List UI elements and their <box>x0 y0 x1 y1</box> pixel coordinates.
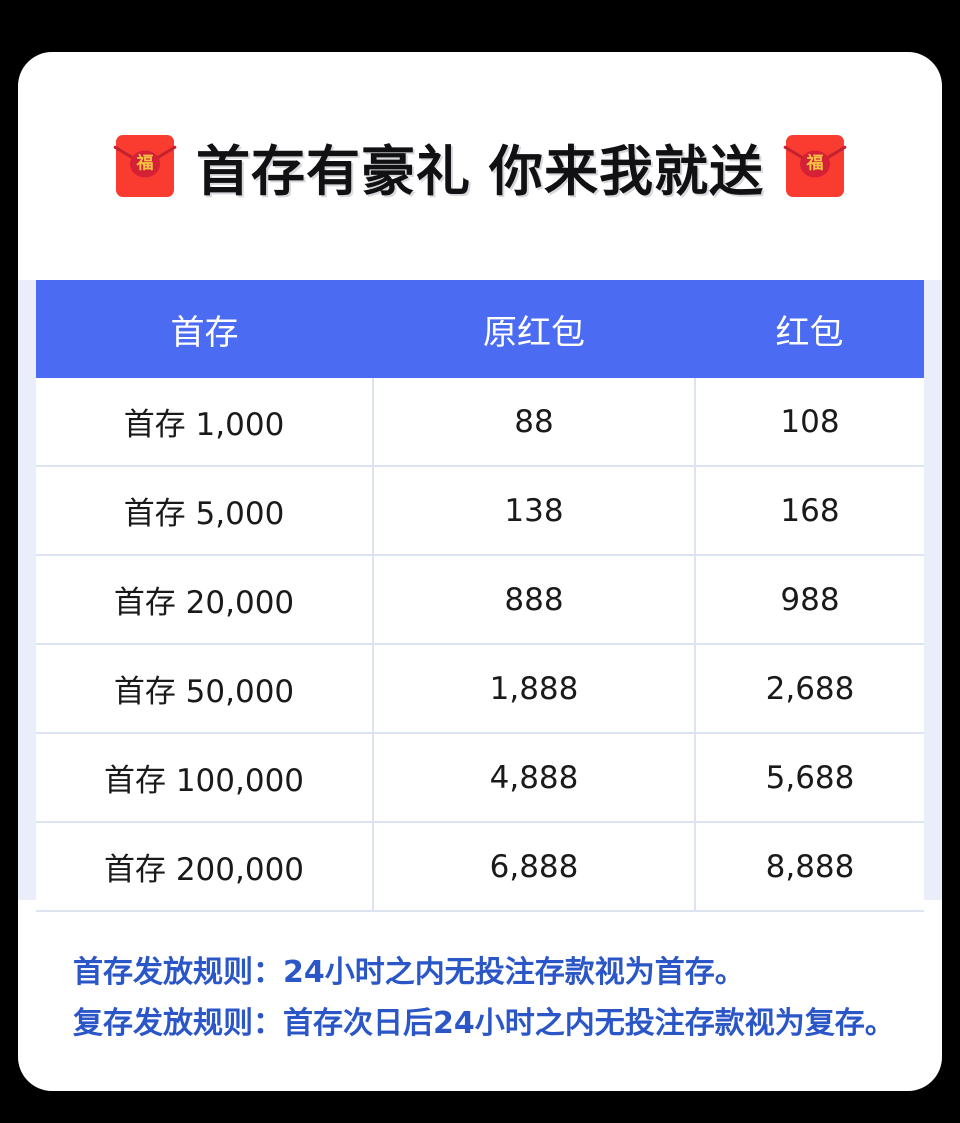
table-row: 首存 1,000 88 108 <box>36 378 924 467</box>
red-envelope-icon-left: 福 <box>113 135 177 197</box>
table-gutter-right <box>924 280 942 900</box>
table-header-row: 首存 原红包 红包 <box>36 280 924 378</box>
envelope-seal: 福 <box>130 150 160 178</box>
reward-table-head: 首存 原红包 红包 <box>36 280 924 378</box>
table-row: 首存 20,000 888 988 <box>36 555 924 645</box>
deposit-cell: 首存 100,000 <box>36 733 374 823</box>
deposit-cell: 首存 1,000 <box>36 378 374 467</box>
envelope-fu-character: 福 <box>806 153 824 174</box>
deposit-cell: 首存 5,000 <box>36 466 374 556</box>
deposit-cell: 首存 50,000 <box>36 644 374 734</box>
original-bonus-cell: 4,888 <box>373 733 696 823</box>
reward-table: 首存 原红包 红包 首存 1,000 88 108 首存 5,000 138 168 首存 … <box>36 280 924 912</box>
column-header-deposit: 首存 <box>36 280 373 378</box>
original-bonus-cell: 6,888 <box>373 822 696 912</box>
column-header-bonus: 红包 <box>695 280 924 378</box>
promo-footer: 首存发放规则：24小时之内无投注存款视为首存。 复存发放规则：首存次日后24小时… <box>73 950 903 1051</box>
envelope-fu-character: 福 <box>136 153 154 174</box>
promo-header: 福 首存有豪礼 你来我就送 福 <box>18 52 942 280</box>
page-title-part-2: 你来我就送 <box>489 139 764 203</box>
page-title: 首存有豪礼 你来我就送 <box>196 127 764 206</box>
page-title-part-1: 首存有豪礼 <box>196 139 471 203</box>
rule-repeat-deposit: 复存发放规则：首存次日后24小时之内无投注存款视为复存。 <box>73 1005 895 1041</box>
red-envelope-icon-right: 福 <box>783 135 847 197</box>
bonus-cell: 8,888 <box>695 822 924 912</box>
table-row: 首存 200,000 6,888 8,888 <box>36 822 924 912</box>
table-gutter-left <box>18 280 36 900</box>
envelope-seal: 福 <box>800 150 830 178</box>
deposit-cell: 首存 200,000 <box>36 822 374 912</box>
deposit-cell: 首存 20,000 <box>36 555 374 645</box>
bonus-cell: 168 <box>695 466 924 556</box>
original-bonus-cell: 138 <box>373 466 696 556</box>
original-bonus-cell: 1,888 <box>373 644 696 734</box>
original-bonus-cell: 88 <box>373 378 696 467</box>
rule-first-deposit: 首存发放规则：24小时之内无投注存款视为首存。 <box>73 955 745 990</box>
bonus-cell: 5,688 <box>695 733 924 823</box>
bonus-cell: 2,688 <box>695 644 924 734</box>
reward-table-body: 首存 1,000 88 108 首存 5,000 138 168 首存 20,000 888 9… <box>36 378 924 912</box>
original-bonus-cell: 888 <box>373 555 696 645</box>
table-row: 首存 100,000 4,888 5,688 <box>36 733 924 823</box>
promo-card: 福 首存有豪礼 你来我就送 福 首存 原红包 红包 首存 1,000 88 108 首存… <box>18 52 942 1091</box>
table-row: 首存 50,000 1,888 2,688 <box>36 644 924 734</box>
bonus-cell: 108 <box>695 378 924 467</box>
bonus-cell: 988 <box>695 555 924 645</box>
table-row: 首存 5,000 138 168 <box>36 466 924 556</box>
column-header-original: 原红包 <box>373 280 695 378</box>
